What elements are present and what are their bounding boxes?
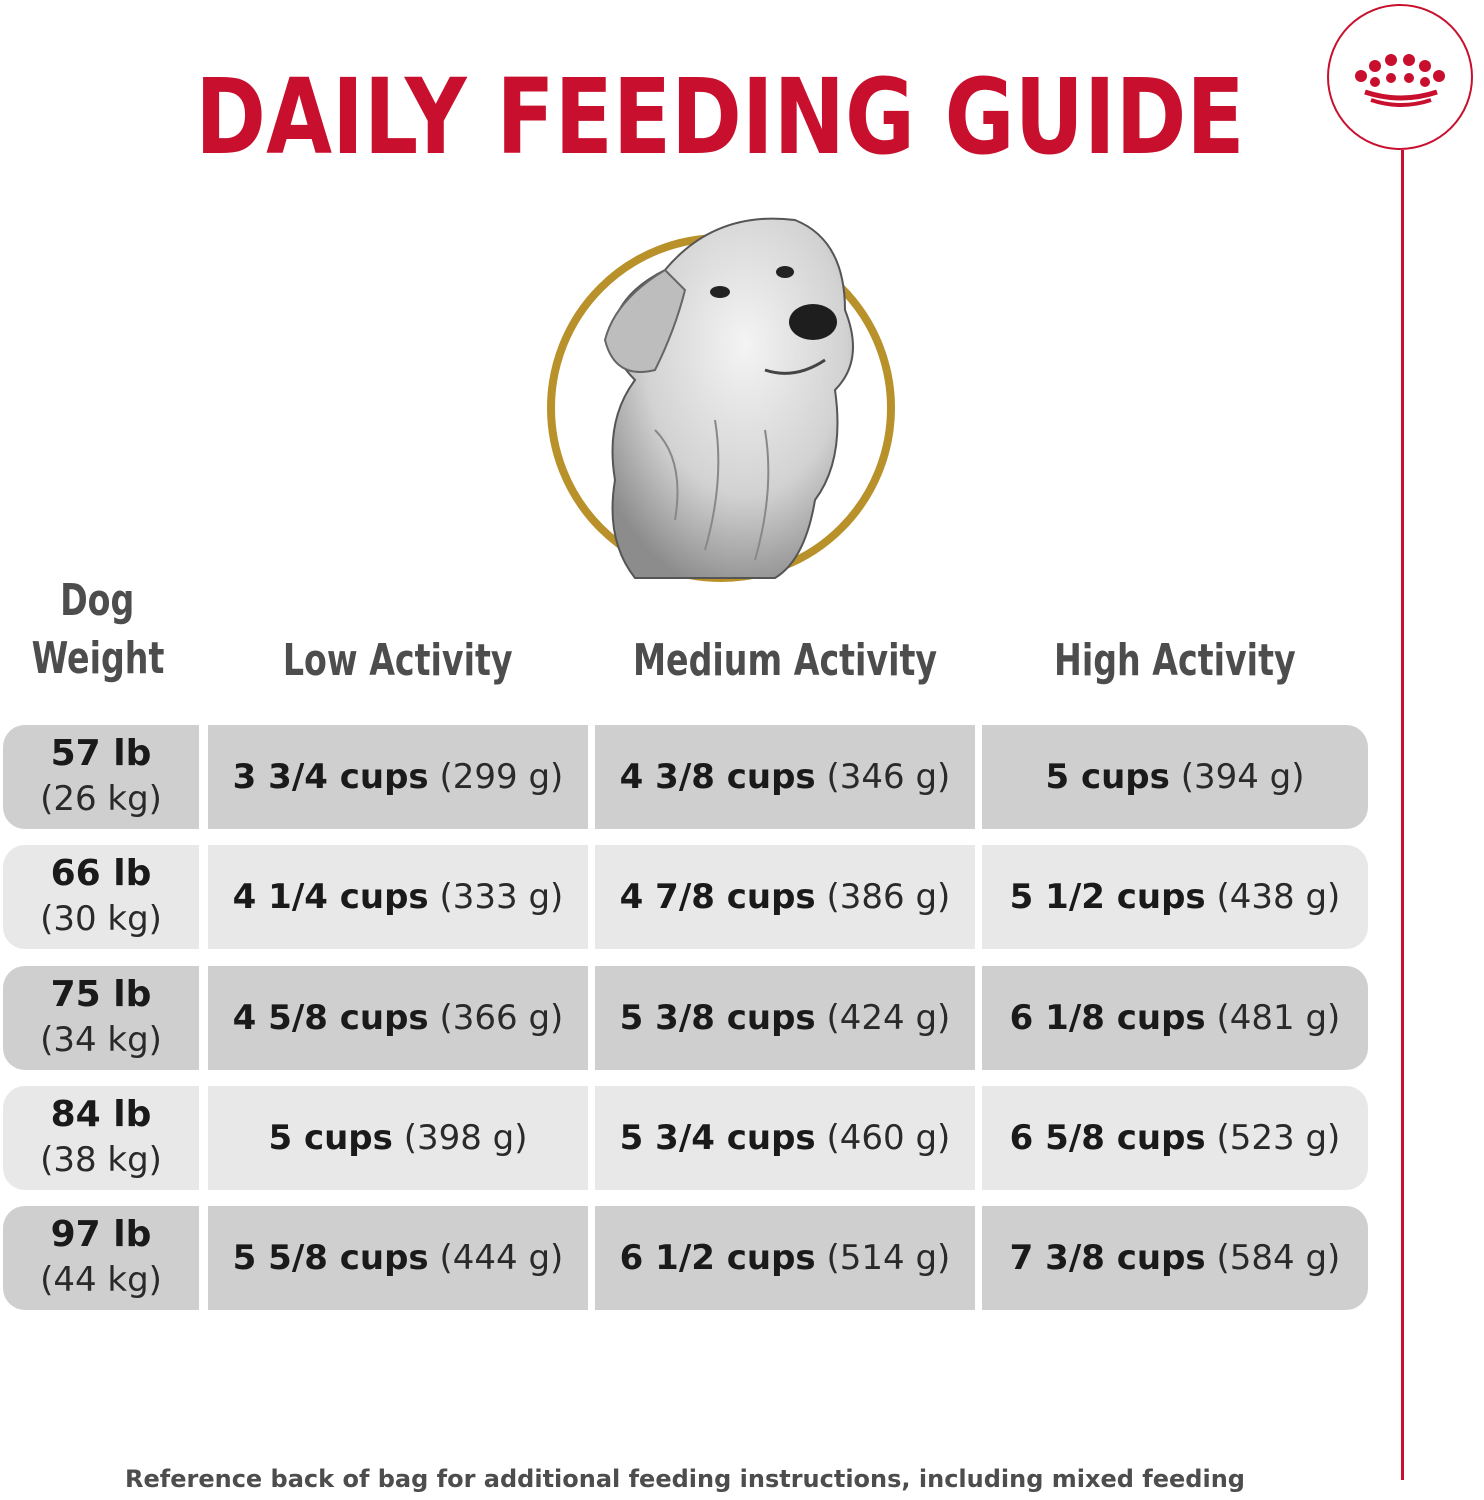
- grams-value: (366 g): [439, 998, 564, 1038]
- grams-value: (481 g): [1216, 998, 1341, 1038]
- header-medium-activity: Medium Activity: [595, 632, 975, 690]
- low-activity-cell: 4 1/4 cups (333 g): [208, 845, 588, 949]
- high-activity-cell: 5 cups (394 g): [982, 725, 1368, 829]
- header-weight-line2: Weight: [31, 633, 164, 684]
- grams-value: (346 g): [826, 757, 951, 797]
- header-medium-label: Medium Activity: [632, 635, 938, 686]
- low-activity-cell: 4 5/8 cups (366 g): [208, 966, 588, 1070]
- weight-kg: (38 kg): [40, 1140, 162, 1180]
- cups-value: 6 5/8 cups: [1009, 1118, 1206, 1158]
- low-activity-cell: 3 3/4 cups (299 g): [208, 725, 588, 829]
- grams-value: (514 g): [826, 1238, 951, 1278]
- table-row: 57 lb (26 kg) 3 3/4 cups (299 g) 4 3/8 c…: [3, 725, 1368, 829]
- cups-value: 5 cups: [268, 1118, 393, 1158]
- header-low-activity: Low Activity: [208, 632, 588, 690]
- decorative-divider: [1401, 150, 1404, 1480]
- high-activity-cell: 7 3/8 cups (584 g): [982, 1206, 1368, 1310]
- weight-kg: (44 kg): [40, 1260, 162, 1300]
- grams-value: (333 g): [439, 877, 564, 917]
- weight-cell: 66 lb (30 kg): [3, 845, 199, 949]
- weight-lb: 57 lb: [50, 733, 152, 774]
- medium-activity-cell: 5 3/4 cups (460 g): [595, 1086, 975, 1190]
- grams-value: (394 g): [1180, 757, 1305, 797]
- weight-lb: 97 lb: [50, 1214, 152, 1255]
- cups-value: 5 3/8 cups: [619, 998, 816, 1038]
- weight-kg: (30 kg): [40, 899, 162, 939]
- grams-value: (460 g): [826, 1118, 951, 1158]
- high-activity-cell: 5 1/2 cups (438 g): [982, 845, 1368, 949]
- weight-lb: 84 lb: [50, 1094, 152, 1135]
- high-activity-cell: 6 5/8 cups (523 g): [982, 1086, 1368, 1190]
- weight-lb: 66 lb: [50, 853, 152, 894]
- grams-value: (438 g): [1216, 877, 1341, 917]
- cups-value: 5 1/2 cups: [1009, 877, 1206, 917]
- header-low-label: Low Activity: [283, 635, 513, 686]
- crown-icon: [1355, 54, 1445, 107]
- grams-value: (386 g): [826, 877, 951, 917]
- medium-activity-cell: 6 1/2 cups (514 g): [595, 1206, 975, 1310]
- weight-kg: (34 kg): [40, 1020, 162, 1060]
- grams-value: (398 g): [403, 1118, 528, 1158]
- header-dog-weight: Dog Weight: [10, 572, 185, 688]
- cups-value: 4 3/8 cups: [619, 757, 816, 797]
- dog-portrait-icon: [545, 200, 897, 585]
- medium-activity-cell: 4 7/8 cups (386 g): [595, 845, 975, 949]
- medium-activity-cell: 4 3/8 cups (346 g): [595, 725, 975, 829]
- table-row: 97 lb (44 kg) 5 5/8 cups (444 g) 6 1/2 c…: [3, 1206, 1368, 1310]
- weight-cell: 84 lb (38 kg): [3, 1086, 199, 1190]
- cups-value: 4 1/4 cups: [232, 877, 429, 917]
- table-row: 84 lb (38 kg) 5 cups (398 g) 5 3/4 cups …: [3, 1086, 1368, 1190]
- grams-value: (523 g): [1216, 1118, 1341, 1158]
- weight-cell: 75 lb (34 kg): [3, 966, 199, 1070]
- cups-value: 4 7/8 cups: [619, 877, 816, 917]
- table-row: 66 lb (30 kg) 4 1/4 cups (333 g) 4 7/8 c…: [3, 845, 1368, 949]
- cups-value: 5 3/4 cups: [619, 1118, 816, 1158]
- header-high-activity: High Activity: [982, 632, 1368, 690]
- weight-cell: 97 lb (44 kg): [3, 1206, 199, 1310]
- high-activity-cell: 6 1/8 cups (481 g): [982, 966, 1368, 1070]
- header-high-label: High Activity: [1054, 635, 1296, 686]
- grams-value: (299 g): [439, 757, 564, 797]
- low-activity-cell: 5 cups (398 g): [208, 1086, 588, 1190]
- table-row: 75 lb (34 kg) 4 5/8 cups (366 g) 5 3/8 c…: [3, 966, 1368, 1070]
- brand-logo: [1327, 4, 1473, 150]
- cups-value: 5 5/8 cups: [232, 1238, 429, 1278]
- header-weight-line1: Dog: [60, 575, 135, 626]
- cups-value: 5 cups: [1045, 757, 1170, 797]
- weight-cell: 57 lb (26 kg): [3, 725, 199, 829]
- weight-kg: (26 kg): [40, 779, 162, 819]
- cups-value: 6 1/8 cups: [1009, 998, 1206, 1038]
- page-title: DAILY FEEDING GUIDE: [195, 56, 1245, 178]
- grams-value: (444 g): [439, 1238, 564, 1278]
- cups-value: 4 5/8 cups: [232, 998, 429, 1038]
- cups-value: 3 3/4 cups: [232, 757, 429, 797]
- medium-activity-cell: 5 3/8 cups (424 g): [595, 966, 975, 1070]
- footer-note: Reference back of bag for additional fee…: [125, 1465, 1245, 1493]
- weight-lb: 75 lb: [50, 974, 152, 1015]
- cups-value: 7 3/8 cups: [1009, 1238, 1206, 1278]
- cups-value: 6 1/2 cups: [619, 1238, 816, 1278]
- grams-value: (584 g): [1216, 1238, 1341, 1278]
- low-activity-cell: 5 5/8 cups (444 g): [208, 1206, 588, 1310]
- grams-value: (424 g): [826, 998, 951, 1038]
